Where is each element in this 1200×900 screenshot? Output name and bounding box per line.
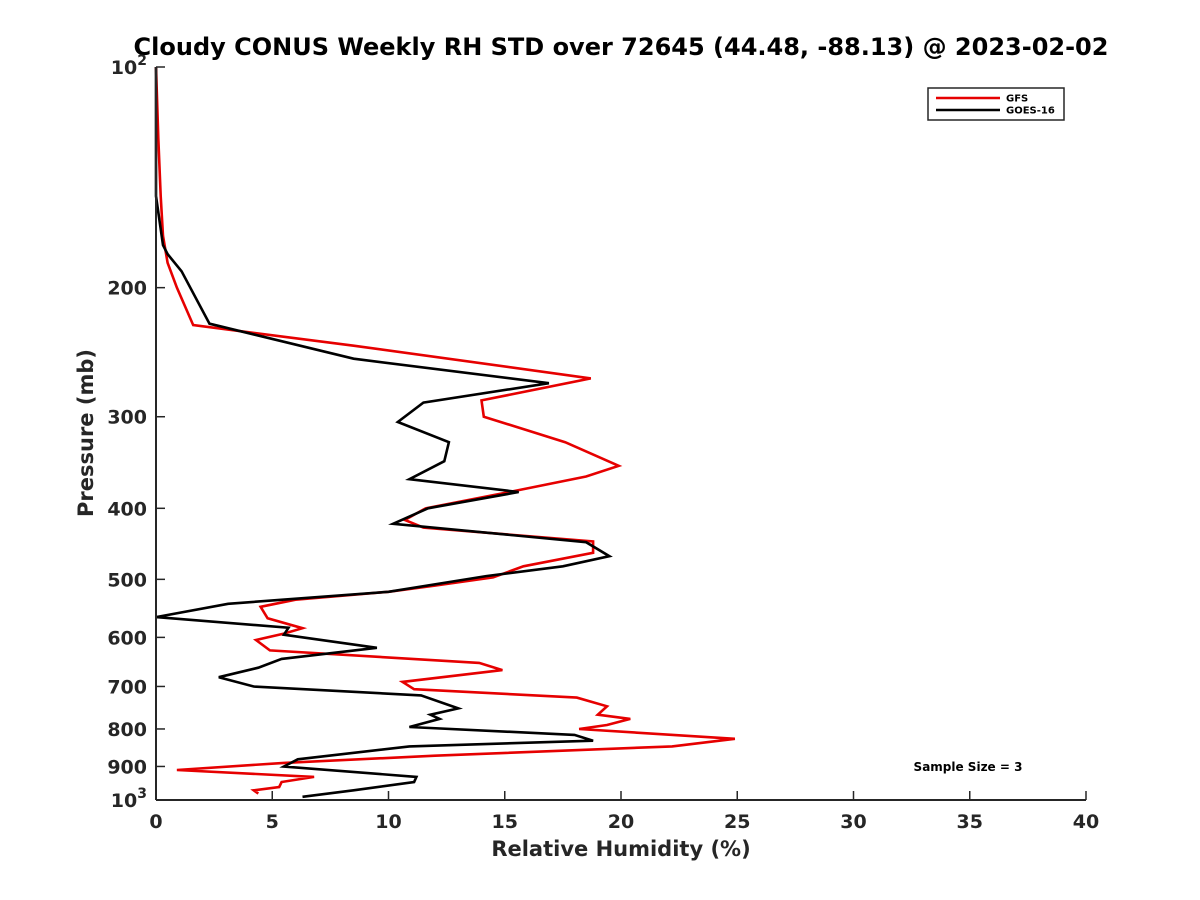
y-tick-label: 300 [107,407,147,429]
y-axis-ticks: 102 200 300 400 500 600 700 800 900 103 [107,53,165,812]
y-tick-label: 400 [107,498,147,520]
legend-label-gfs: GFS [1006,94,1028,105]
legend-label-goes-16: GOES-16 [1006,106,1055,117]
y-tick-label: 200 [107,278,147,300]
x-tick-label: 30 [840,811,866,833]
x-tick-label: 25 [724,811,750,833]
y-tick-label: 103 [111,786,147,812]
y-tick-label: 500 [107,569,147,591]
legend-box [927,87,1065,121]
chart-title: Cloudy CONUS Weekly RH STD over 72645 (4… [134,33,1109,61]
y-tick-label: 900 [107,756,147,778]
y-tick-label: 700 [107,676,147,698]
x-axis-ticks: 0 5 10 15 20 25 30 35 40 [149,791,1099,833]
x-tick-label: 35 [957,811,983,833]
y-axis-label: Pressure (mb) [74,349,98,517]
sample-size-annotation: Sample Size = 3 [914,760,1023,774]
axes-layer [155,67,1086,801]
x-axis-label: Relative Humidity (%) [491,837,750,861]
series-line-gfs [154,66,736,795]
x-tick-label: 15 [492,811,518,833]
x-tick-label: 40 [1073,811,1099,833]
x-tick-label: 10 [375,811,401,833]
x-tick-label: 20 [608,811,634,833]
series-layer [154,66,736,799]
x-tick-label: 5 [266,811,279,833]
series-line-goes-16 [154,67,613,799]
y-tick-label: 600 [107,627,147,649]
y-tick-label: 102 [111,53,147,79]
y-tick-label: 800 [107,719,147,741]
x-tick-label: 0 [149,811,162,833]
legend: GFS GOES-16 [927,87,1065,121]
